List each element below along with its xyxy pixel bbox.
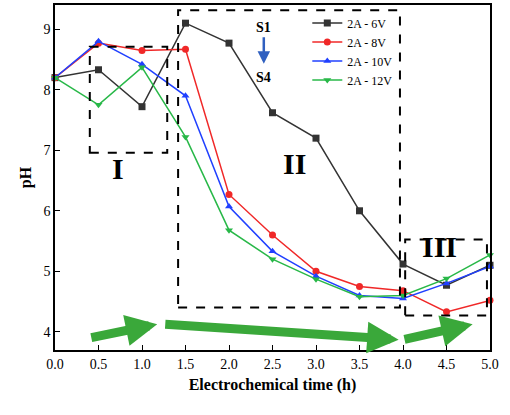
svg-text:4.5: 4.5 [438,357,456,372]
svg-text:3.0: 3.0 [307,357,325,372]
svg-text:0.5: 0.5 [90,357,108,372]
svg-text:2A - 8V: 2A - 8V [347,36,386,50]
svg-text:2A - 6V: 2A - 6V [347,17,386,31]
svg-text:2.0: 2.0 [220,357,238,372]
svg-text:2A - 10V: 2A - 10V [347,55,392,69]
svg-text:Electrochemical time (h): Electrochemical time (h) [189,376,357,394]
svg-text:6: 6 [43,204,50,219]
svg-text:4.0: 4.0 [394,357,412,372]
svg-text:1.5: 1.5 [177,357,195,372]
svg-text:4: 4 [43,325,50,340]
svg-text:5: 5 [43,264,50,279]
svg-text:2A - 12V: 2A - 12V [347,74,392,88]
svg-text:9: 9 [43,22,50,37]
svg-text:8: 8 [43,83,50,98]
svg-text:S1: S1 [256,20,271,35]
svg-text:I: I [112,152,124,185]
svg-text:S4: S4 [256,70,271,85]
svg-text:1.0: 1.0 [133,357,151,372]
svg-text:III: III [422,230,457,263]
svg-text:2.5: 2.5 [264,357,282,372]
svg-text:3.5: 3.5 [351,357,369,372]
svg-text:pH: pH [17,166,35,188]
svg-text:0.0: 0.0 [46,357,64,372]
svg-text:5.0: 5.0 [481,357,499,372]
svg-text:II: II [283,147,306,180]
svg-text:7: 7 [43,143,50,158]
